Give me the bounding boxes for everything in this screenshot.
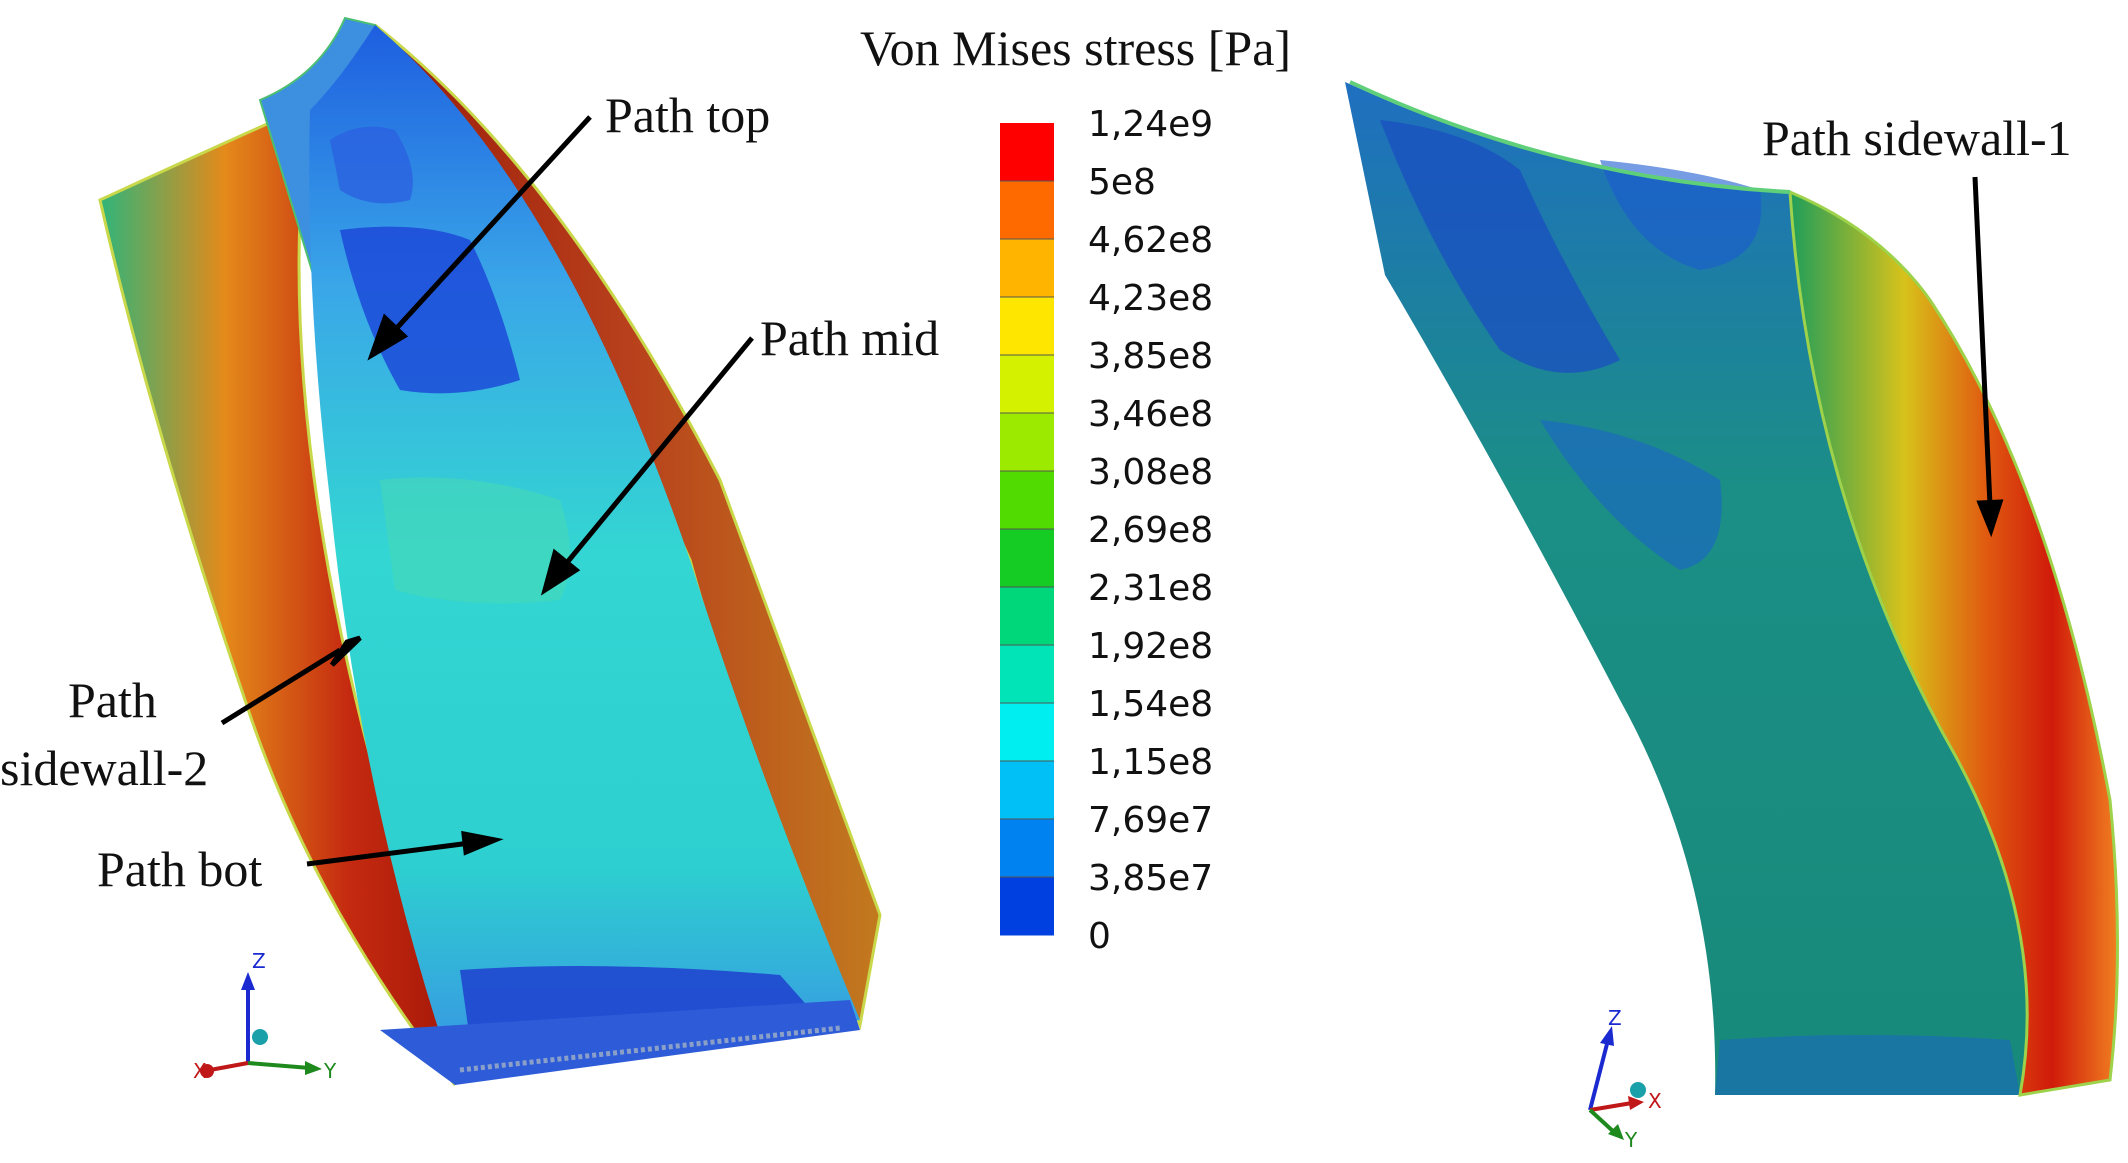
legend-tick-labels: 1,24e9 5e8 4,62e8 4,23e8 3,85e8 3,46e8 3,08e8 2… — [1088, 104, 1213, 957]
label-path-sidewall-1: Path sidewall-1 — [1762, 110, 2072, 166]
legend-tick-label: 2,69e8 — [1088, 510, 1213, 551]
legend-swatch — [1000, 703, 1054, 762]
right-model-sidewall-1 — [1788, 189, 2119, 1097]
left-axis-triad: Z X Y — [193, 949, 337, 1083]
legend-swatch — [1000, 239, 1054, 298]
right-triad-y-label: Y — [1624, 1128, 1638, 1152]
legend-tick-label: 4,62e8 — [1088, 220, 1213, 261]
legend-swatch — [1000, 877, 1054, 936]
legend-swatch — [1000, 471, 1054, 530]
right-axis-triad: Z X Y — [1588, 1006, 1662, 1152]
label-path-top: Path top — [605, 87, 770, 143]
legend-tick-label: 3,85e7 — [1088, 858, 1213, 899]
left-model-bottom-face — [380, 1000, 860, 1085]
legend-swatch — [1000, 587, 1054, 646]
left-triad-y-label: Y — [323, 1059, 337, 1083]
legend-tick-label: 3,46e8 — [1088, 394, 1213, 435]
legend-tick-label: 7,69e7 — [1088, 800, 1213, 841]
label-path-sidewall-2-line2: sidewall-2 — [0, 740, 208, 796]
legend-tick-label: 1,15e8 — [1088, 742, 1213, 783]
legend-swatch — [1000, 123, 1054, 182]
left-triad-z-label: Z — [252, 949, 266, 973]
legend-tick-label: 2,31e8 — [1088, 568, 1213, 609]
label-path-bot: Path bot — [97, 841, 262, 897]
legend-tick-label: 0 — [1088, 916, 1111, 957]
left-stress-model — [98, 16, 882, 1086]
label-path-sidewall-2-line1: Path — [68, 672, 157, 728]
legend-tick-label: 3,85e8 — [1088, 336, 1213, 377]
legend-swatch — [1000, 297, 1054, 356]
legend-tick-label: 5e8 — [1088, 162, 1156, 203]
legend-swatch — [1000, 645, 1054, 704]
legend-tick-label: 1,24e9 — [1088, 104, 1213, 145]
legend-swatch — [1000, 355, 1054, 414]
legend-swatch — [1000, 529, 1054, 588]
right-triad-z-label: Z — [1608, 1006, 1622, 1030]
label-path-mid: Path mid — [760, 310, 939, 366]
legend-swatch — [1000, 761, 1054, 820]
legend-swatch — [1000, 819, 1054, 878]
legend-color-bar — [1000, 123, 1054, 936]
legend-title: Von Mises stress [Pa] — [860, 20, 1291, 76]
right-stress-model — [1345, 80, 2119, 1097]
left-triad-x-label: X — [193, 1059, 207, 1083]
right-triad-x-label: X — [1648, 1089, 1662, 1113]
legend-swatch — [1000, 181, 1054, 240]
legend-tick-label: 1,54e8 — [1088, 684, 1213, 725]
legend-tick-label: 1,92e8 — [1088, 626, 1213, 667]
annotation-arrows — [220, 115, 2004, 867]
legend-tick-label: 4,23e8 — [1088, 278, 1213, 319]
legend-tick-label: 3,08e8 — [1088, 452, 1213, 493]
legend-swatch — [1000, 413, 1054, 472]
